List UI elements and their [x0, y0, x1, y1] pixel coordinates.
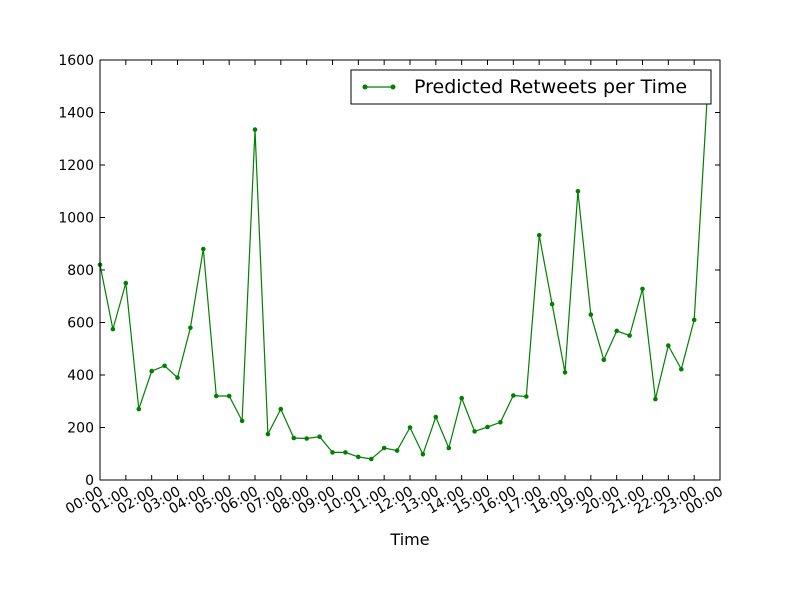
data-point	[369, 456, 374, 462]
legend: Predicted Retweets per Time	[350, 69, 712, 105]
data-point	[562, 370, 568, 375]
data-point	[524, 394, 529, 399]
y-axis: 0 200 400 600 800 1000 1200 1400 1600	[58, 53, 720, 489]
legend-point-marker	[390, 84, 396, 90]
data-point	[601, 357, 607, 363]
data-point	[666, 343, 671, 348]
data-point	[627, 333, 632, 338]
plot-frame	[99, 59, 721, 481]
y-tick-label: 0	[85, 473, 94, 489]
x-axis-label: Time	[389, 530, 429, 549]
data-point	[188, 325, 193, 331]
data-point	[239, 418, 245, 424]
data-point	[446, 445, 452, 451]
legend-point-marker	[362, 84, 368, 90]
legend-label: Predicted Retweets per Time	[414, 76, 687, 98]
data-point	[214, 393, 219, 399]
data-point	[679, 366, 684, 372]
data-point	[472, 429, 477, 434]
data-point	[640, 286, 645, 292]
y-tick-label: 600	[67, 316, 94, 332]
y-tick-label: 1400	[58, 106, 94, 122]
y-tick-label: 1000	[58, 211, 94, 227]
y-tick-label: 400	[67, 368, 94, 384]
data-point	[420, 452, 426, 457]
y-tick-label: 200	[67, 421, 94, 437]
data-point	[201, 246, 206, 252]
data-point	[356, 454, 361, 460]
plot-background	[100, 60, 720, 480]
data-point	[433, 414, 439, 420]
y-tick-label: 800	[67, 263, 94, 279]
data-point	[136, 406, 142, 412]
data-point	[343, 450, 348, 455]
data-point	[123, 280, 129, 286]
data-point	[278, 406, 284, 412]
data-point	[498, 420, 503, 425]
series-points	[97, 97, 710, 462]
data-point	[511, 393, 516, 398]
data-point	[252, 127, 258, 132]
data-point	[614, 328, 619, 334]
data-point	[485, 424, 490, 430]
data-point	[549, 301, 555, 307]
data-point	[653, 396, 658, 402]
legend-box	[350, 69, 712, 105]
data-point	[394, 448, 400, 453]
data-point	[317, 434, 322, 440]
data-point	[291, 435, 297, 441]
data-point	[459, 395, 465, 401]
data-point	[149, 368, 154, 374]
data-point	[407, 425, 413, 430]
y-tick-label: 1200	[58, 158, 94, 174]
data-point	[330, 450, 335, 455]
data-point	[304, 436, 310, 441]
data-point	[110, 326, 116, 332]
data-point	[381, 445, 387, 451]
data-point	[691, 317, 697, 323]
data-point	[265, 431, 271, 437]
data-point	[575, 189, 581, 194]
data-point	[588, 312, 594, 317]
data-point	[536, 233, 542, 238]
data-point	[162, 363, 167, 369]
data-point	[175, 375, 180, 380]
y-tick-label: 1600	[58, 53, 94, 69]
series-line	[99, 99, 708, 460]
data-point	[226, 393, 232, 399]
